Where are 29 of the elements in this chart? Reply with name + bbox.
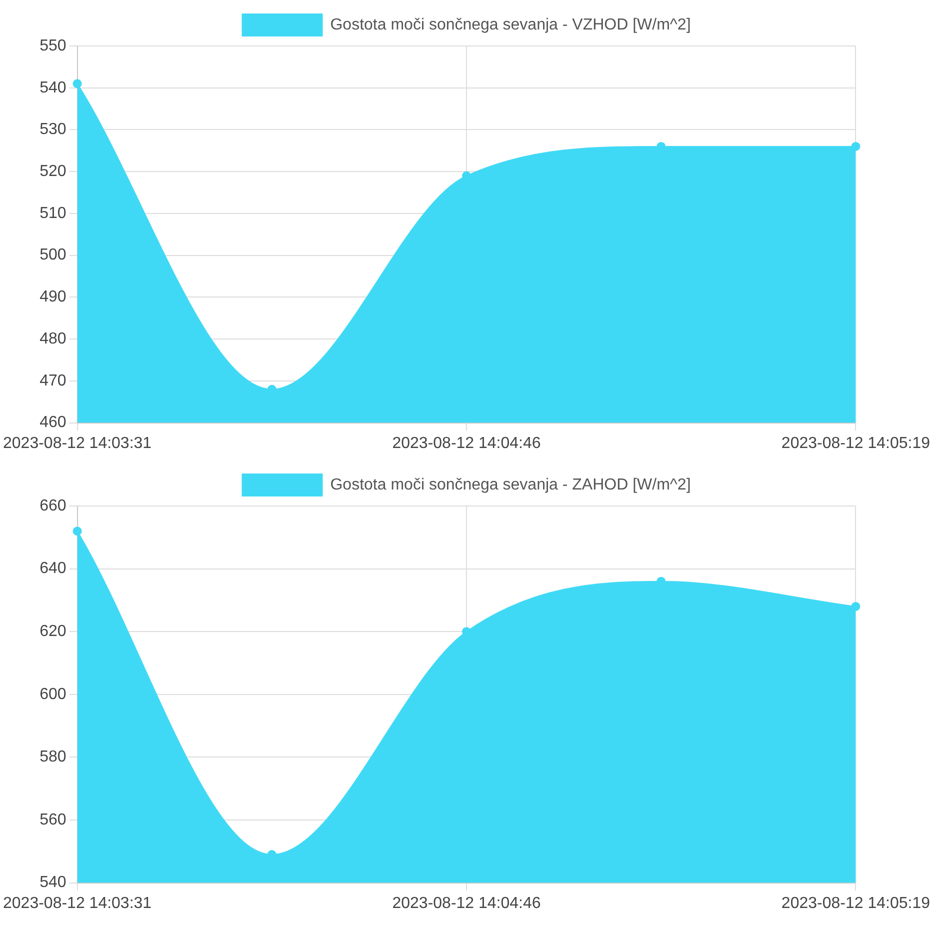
y-tick-label: 550 [40, 37, 66, 54]
y-tick-label: 620 [40, 623, 66, 640]
point [72, 526, 82, 536]
y-tick-label: 500 [40, 246, 66, 264]
y-tick-label: 580 [40, 748, 66, 766]
y-tick-label: 540 [40, 79, 66, 96]
point [72, 79, 82, 88]
x-tick-label: 2023-08-12 14:03:31 [2, 894, 152, 912]
y-tick-label: 560 [40, 811, 66, 828]
x-tick-label: 2023-08-12 14:05:19 [781, 434, 930, 452]
x-tick-label: 2023-08-12 14:04:46 [392, 434, 541, 452]
y-tick-label: 600 [40, 686, 66, 703]
y-tick-label: 480 [40, 330, 66, 348]
y-tick-label: 540 [40, 874, 66, 892]
x-tick-label: 2023-08-12 14:04:46 [392, 894, 541, 912]
y-tick-label: 510 [40, 204, 66, 222]
y-tick-label: 530 [40, 121, 66, 138]
y-tick-label: 470 [40, 372, 66, 390]
y-tick-label: 640 [40, 560, 66, 578]
x-tick-label: 2023-08-12 14:03:31 [2, 434, 152, 452]
y-tick-label: 460 [40, 414, 66, 432]
y-tick-label: 520 [40, 163, 66, 180]
y-tick-label: 660 [40, 497, 66, 514]
point [851, 602, 860, 611]
point [851, 142, 860, 151]
x-tick-label: 2023-08-12 14:05:19 [781, 894, 930, 912]
y-tick-label: 490 [40, 288, 66, 306]
legend-label: Gostota moči sončnega sevanja - VZHOD [W/m^2] [330, 16, 691, 34]
legend-label: Gostota moči sončnega sevanja - ZAHOD [W/m^2] [330, 476, 691, 494]
